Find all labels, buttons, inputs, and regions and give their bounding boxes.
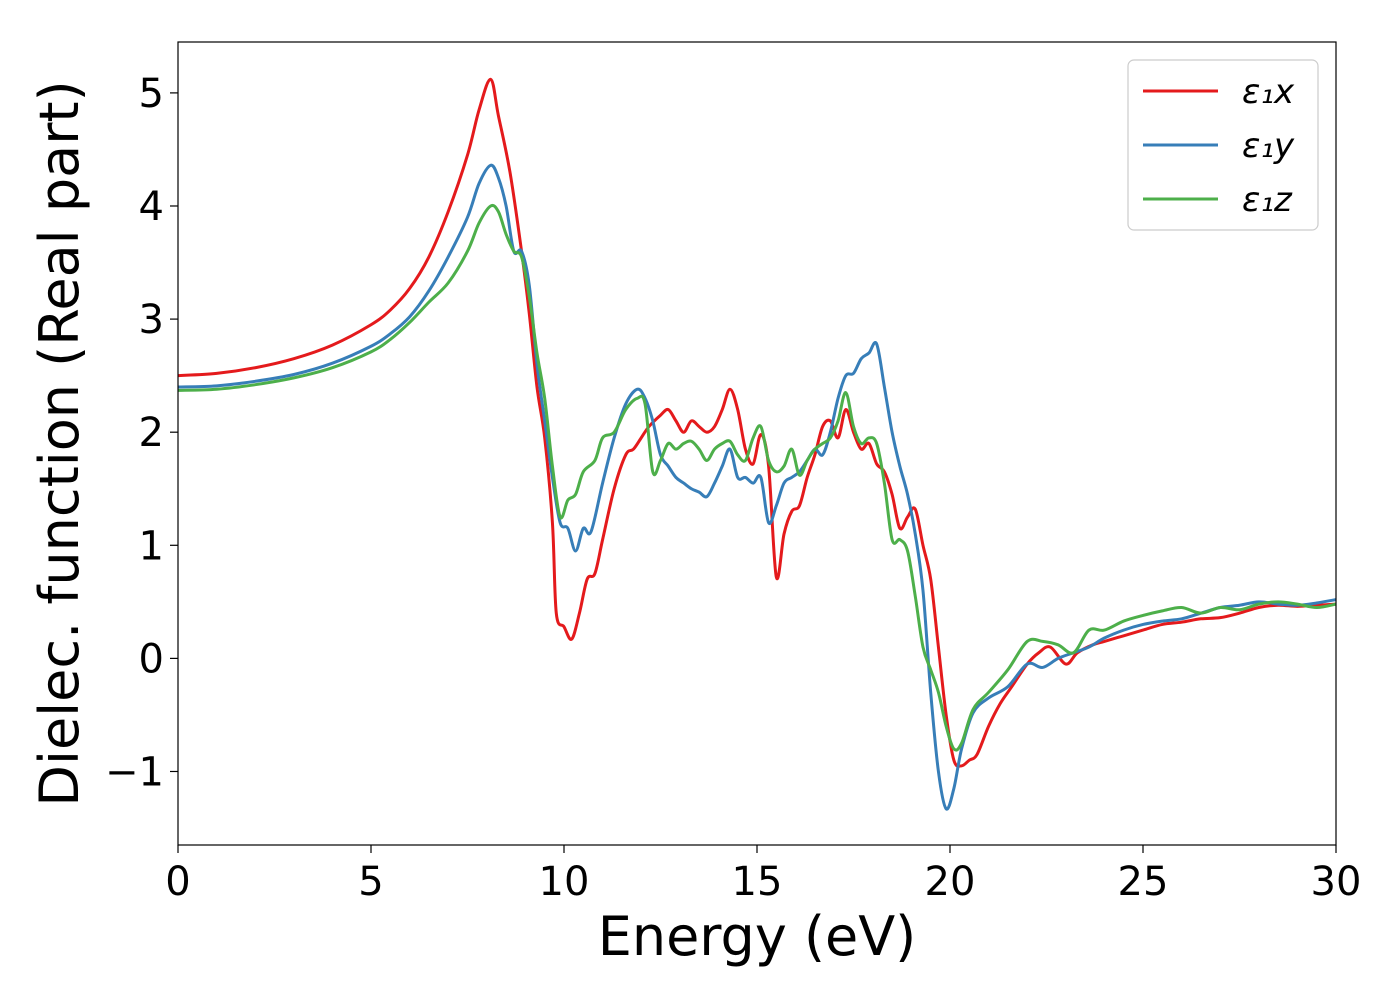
legend: ε₁x ε₁y ε₁z xyxy=(1127,59,1319,231)
y-tick-label: −1 xyxy=(105,749,164,795)
series-layer xyxy=(178,77,1336,811)
y-tick-label: 4 xyxy=(139,184,164,230)
x-tick-label: 30 xyxy=(1311,859,1362,905)
x-axis-title: Energy (eV) xyxy=(598,905,917,968)
x-tick-label: 5 xyxy=(358,859,383,905)
x-tick-label: 10 xyxy=(539,859,590,905)
series-line-1 xyxy=(178,77,1336,768)
y-tick-label: 5 xyxy=(139,71,164,117)
legend-label-3: ε₁z xyxy=(1242,180,1293,220)
legend-label-1: ε₁x xyxy=(1242,72,1295,112)
x-tick-label: 0 xyxy=(165,859,190,905)
legend-box xyxy=(1127,59,1319,231)
x-axis-ticks: 0 5 10 15 20 25 30 xyxy=(165,845,1361,905)
y-tick-label: 1 xyxy=(139,523,164,569)
y-axis-ticks: −1 0 1 2 3 4 5 xyxy=(105,71,178,795)
y-axis-title: Dielec. function (Real part) xyxy=(28,80,91,806)
y-tick-label: 0 xyxy=(139,636,164,682)
y-tick-label: 3 xyxy=(139,297,164,343)
x-tick-label: 20 xyxy=(925,859,976,905)
x-tick-label: 15 xyxy=(732,859,783,905)
legend-label-2: ε₁y xyxy=(1242,126,1295,166)
y-tick-label: 2 xyxy=(139,410,164,456)
series-line-3 xyxy=(178,203,1336,752)
x-tick-label: 25 xyxy=(1118,859,1169,905)
